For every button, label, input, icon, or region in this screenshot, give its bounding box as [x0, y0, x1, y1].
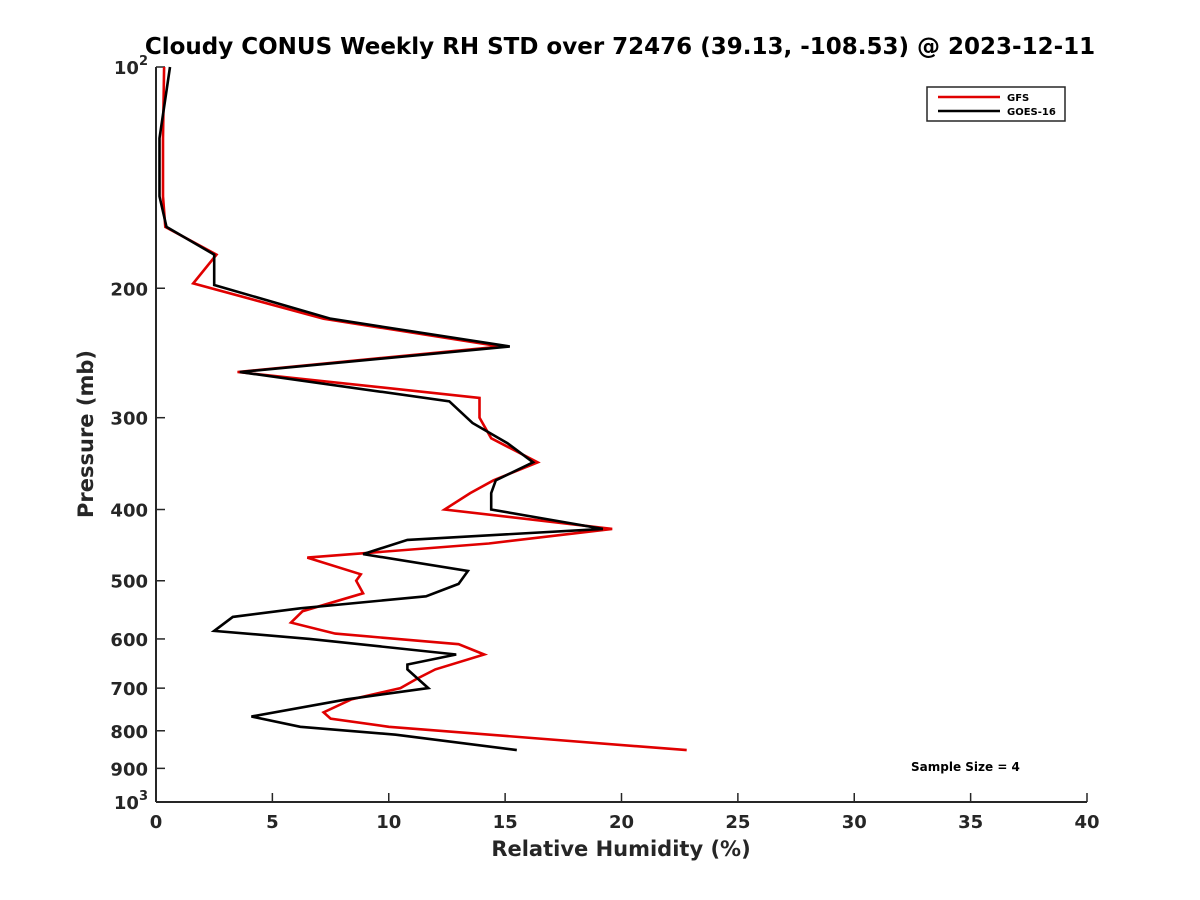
x-tick-label: 10: [376, 812, 401, 833]
series-line-gfs: [161, 66, 687, 752]
legend-label-gfs: GFS: [1007, 93, 1029, 104]
legend-box: [926, 86, 1066, 122]
plot-axes: [155, 67, 1087, 803]
x-tick-label: 30: [842, 812, 867, 833]
x-tick-label: 5: [266, 812, 279, 833]
series-line-goes-16: [158, 66, 604, 752]
y-axis-ticks: 102 200 300 400 500 600 700 800 900 103: [110, 54, 165, 814]
sample-size-annotation: Sample Size = 4: [911, 760, 1020, 774]
chart-title: Cloudy CONUS Weekly RH STD over 72476 (3…: [145, 34, 1095, 60]
y-tick-label: 103: [114, 789, 148, 814]
x-tick-label: 25: [725, 812, 750, 833]
y-tick-label: 800: [110, 722, 148, 743]
y-tick-label: 102: [114, 54, 148, 79]
x-axis-ticks: 0 5 10 15 20 25 30 35 40: [150, 793, 1100, 833]
y-tick-label: 300: [110, 409, 148, 430]
x-axis-label: Relative Humidity (%): [491, 837, 750, 861]
y-tick-label: 900: [110, 759, 148, 780]
legend: GFS GOES-16: [926, 86, 1066, 122]
y-tick-label: 600: [110, 630, 148, 651]
legend-label-goes16: GOES-16: [1007, 107, 1056, 118]
y-tick-label: 700: [110, 679, 148, 700]
series-layer: [158, 66, 687, 752]
x-tick-label: 20: [609, 812, 634, 833]
y-tick-label: 400: [110, 501, 148, 522]
x-tick-label: 40: [1074, 812, 1099, 833]
y-tick-label: 500: [110, 572, 148, 593]
y-tick-label: 200: [110, 279, 148, 300]
x-tick-label: 0: [150, 812, 163, 833]
x-tick-label: 15: [493, 812, 518, 833]
x-tick-label: 35: [958, 812, 983, 833]
y-axis-label: Pressure (mb): [74, 350, 98, 518]
